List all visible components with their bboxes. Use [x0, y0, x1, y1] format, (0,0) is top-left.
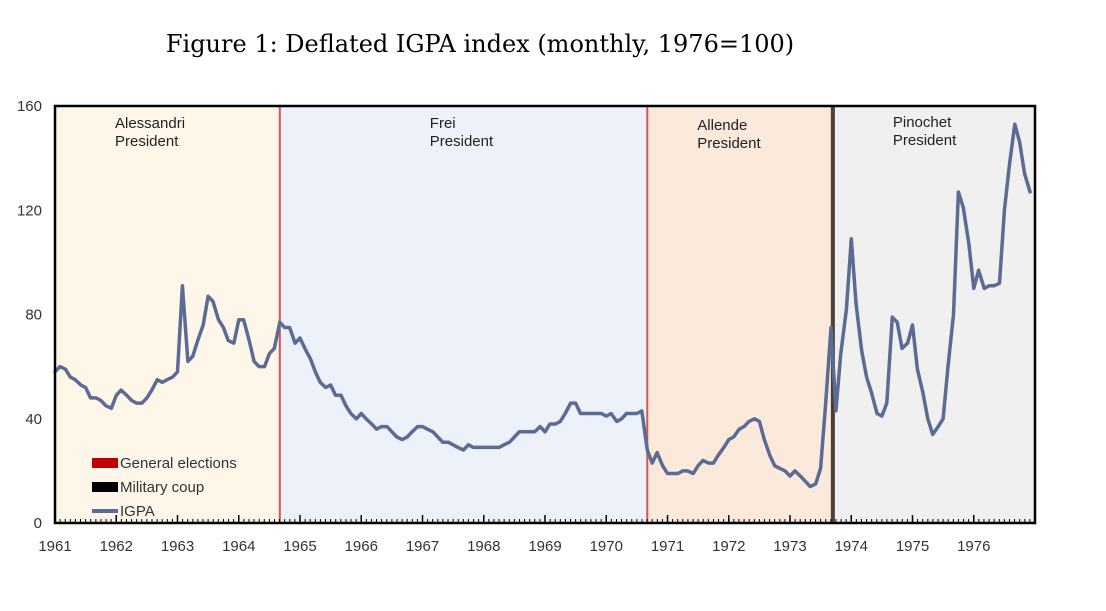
x-tick-label-1967: 1967 [406, 538, 439, 555]
period-sublabel-pinochet: President [893, 132, 957, 149]
period-bands [55, 106, 1035, 523]
legend-swatch-general-elections [92, 458, 118, 468]
x-tick-label-1961: 1961 [38, 538, 71, 555]
igpa-series-line [53, 122, 1032, 489]
x-tick-label-1973: 1973 [773, 538, 806, 555]
period-sublabel-allende: President [697, 135, 761, 152]
y-tick-label-160: 160 [17, 98, 42, 115]
x-tick-label-1962: 1962 [100, 538, 133, 555]
series-layer [53, 122, 1032, 489]
y-tick-label-120: 120 [17, 202, 42, 219]
x-tick-label-1966: 1966 [345, 538, 378, 555]
x-tick-label-1963: 1963 [161, 538, 194, 555]
x-tick-label-1974: 1974 [835, 538, 868, 555]
x-tick-label-1975: 1975 [896, 538, 929, 555]
y-tick-label-0: 0 [34, 515, 42, 532]
x-tick-label-1968: 1968 [467, 538, 500, 555]
x-tick-label-1964: 1964 [222, 538, 255, 555]
period-band-alessandri [55, 106, 280, 523]
period-band-frei [279, 106, 648, 523]
legend-label-general-elections: General elections [120, 455, 237, 472]
period-band-allende [647, 106, 833, 523]
x-tick-label-1969: 1969 [528, 538, 561, 555]
period-label-allende: Allende [697, 117, 747, 134]
legend-swatch-military-coup [92, 482, 118, 492]
period-label-alessandri: Alessandri [115, 115, 185, 132]
x-tick-label-1970: 1970 [590, 538, 623, 555]
x-tick-label-1971: 1971 [651, 538, 684, 555]
x-tick-label-1965: 1965 [283, 538, 316, 555]
legend-label-igpa: IGPA [120, 503, 155, 520]
x-tick-label-1976: 1976 [957, 538, 990, 555]
period-label-pinochet: Pinochet [893, 114, 952, 131]
legend-label-military-coup: Military coup [120, 479, 204, 496]
axes: 0 40 80 120 160 1961 1962 1963 1964 1965 1966 1967 1… [17, 98, 1037, 555]
period-sublabel-frei: President [430, 133, 494, 150]
period-labels: AlessandriPresidentFreiPresidentAllendeP… [115, 114, 957, 152]
period-sublabel-alessandri: President [115, 133, 179, 150]
x-tick-label-1972: 1972 [712, 538, 745, 555]
y-tick-label-80: 80 [25, 307, 42, 324]
figure-title: Figure 1: Deflated IGPA index (monthly, … [165, 30, 795, 58]
y-tick-label-40: 40 [25, 411, 42, 428]
period-label-frei: Frei [430, 115, 456, 132]
legend: General elections Military coup IGPA [92, 455, 237, 520]
period-band-pinochet [832, 106, 1035, 523]
